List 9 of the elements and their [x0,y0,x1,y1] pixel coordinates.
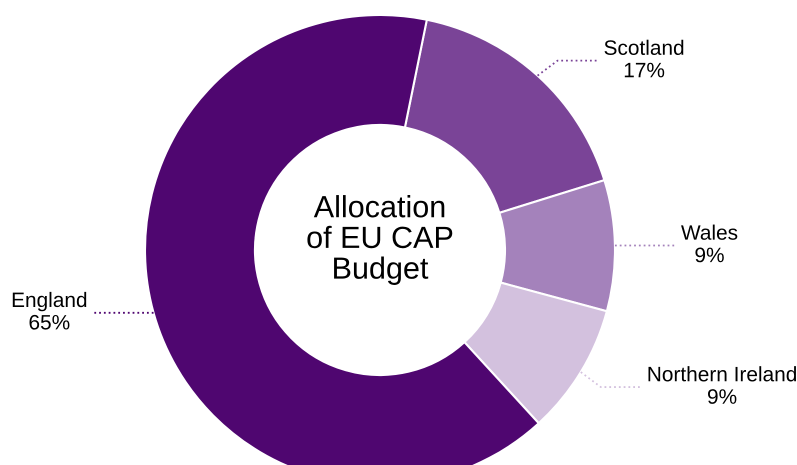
slice-label: Scotland [604,40,684,56]
slice-label: Wales [681,224,738,240]
slice-label: England [12,292,86,312]
data-label: 17% [624,62,664,78]
slice-label: Northern Ireland [648,366,796,382]
text: Allocation of EU CAP Budget [307,195,452,285]
data-label: 65% [30,314,70,330]
data-label: 9% [695,248,724,262]
data-label: 9% [708,389,736,404]
